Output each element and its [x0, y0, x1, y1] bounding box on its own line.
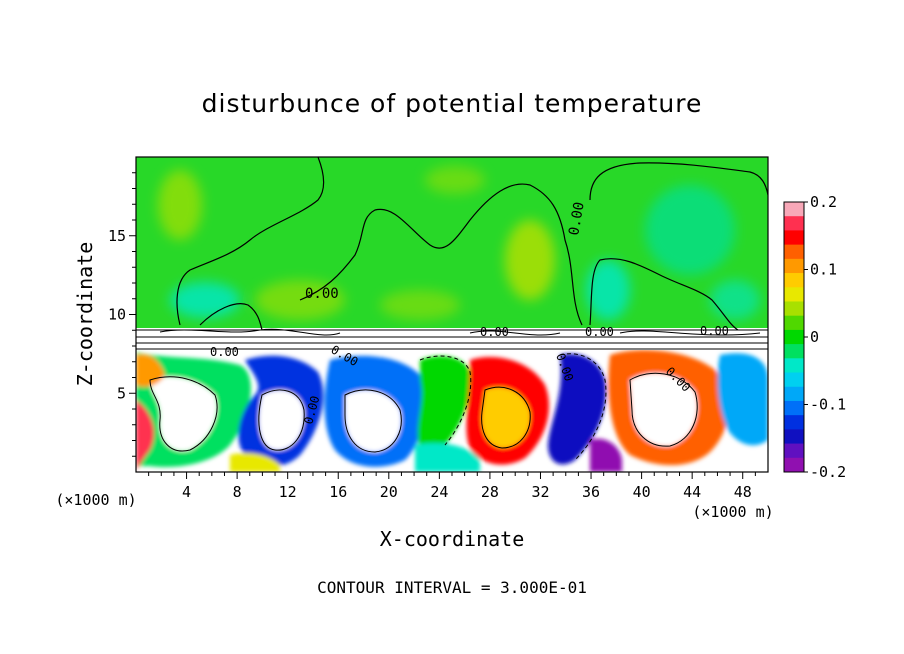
lower-anomalies — [136, 350, 768, 472]
colorbar — [784, 202, 804, 473]
colorbar-segment — [784, 273, 804, 288]
y-tick-label: 5 — [117, 384, 126, 402]
x-tick-label: 48 — [734, 483, 752, 501]
boundary-lines — [136, 328, 768, 350]
contour-label: 0.00 — [210, 345, 239, 359]
colorbar-segment — [784, 258, 804, 274]
y-tick-label: 10 — [108, 306, 126, 324]
colorbar-segment — [784, 400, 804, 416]
x-tick-label: 8 — [233, 483, 242, 501]
x-tick-label: 36 — [582, 483, 600, 501]
x-tick-label: 24 — [430, 483, 448, 501]
colorbar-tick-label: 0 — [810, 328, 819, 346]
contour-label: 0.00 — [480, 325, 509, 339]
colorbar-segment — [784, 415, 804, 430]
colorbar-segment — [784, 202, 804, 217]
colorbar-segment — [784, 457, 804, 473]
y-axis: 5 10 15 — [108, 172, 136, 457]
contour-label: 0.00 — [585, 325, 614, 339]
heatmap-field: 0.00 0.00 0.00 0.00 0.00 0.00 0.00 0.00 … — [136, 157, 768, 472]
colorbar-segment — [784, 244, 804, 260]
colorbar-tick-label: 0.1 — [810, 261, 837, 279]
x-tick-label: 12 — [279, 483, 297, 501]
lower-contours — [149, 353, 698, 461]
zero-contours — [176, 157, 768, 331]
x-tick-label: 16 — [329, 483, 347, 501]
x-tick-label: 20 — [380, 483, 398, 501]
y-axis-title: Z-coordinate — [73, 242, 97, 387]
colorbar-segment — [784, 287, 804, 302]
x-tick-label: 44 — [683, 483, 701, 501]
x-axis: 4 8 12 16 20 24 28 32 36 40 44 48 — [148, 472, 756, 501]
contour-interval-text: CONTOUR INTERVAL = 3.000E-01 — [317, 578, 587, 597]
colorbar-segment — [784, 301, 804, 317]
boundary-band — [136, 328, 768, 350]
colorbar-segment — [784, 230, 804, 246]
x-unit-label-right: (×1000 m) — [692, 503, 773, 521]
contour-label: 0.00 — [305, 286, 339, 302]
x-tick-label: 28 — [481, 483, 499, 501]
contour-label: 0.00 — [700, 324, 729, 338]
x-tick-label: 40 — [633, 483, 651, 501]
colorbar-segment — [784, 372, 804, 388]
colorbar-segment — [784, 386, 804, 402]
colorbar-ticks: 0.2 0.1 0 -0.1 -0.2 — [804, 193, 846, 481]
colorbar-segment — [784, 329, 804, 345]
colorbar-tick-label: 0.2 — [810, 193, 837, 211]
colorbar-segment — [784, 344, 804, 359]
colorbar-segment — [784, 429, 804, 445]
colorbar-tick-label: -0.1 — [810, 396, 846, 414]
x-tick-label: 4 — [182, 483, 191, 501]
contour-label: 0.00 — [566, 201, 588, 237]
colorbar-segment — [784, 358, 804, 374]
x-tick-label: 32 — [531, 483, 549, 501]
chart-title: disturbunce of potential temperature — [202, 89, 703, 118]
colorbar-segment — [784, 315, 804, 331]
upper-anomalies — [158, 166, 760, 320]
x-axis-title: X-coordinate — [380, 527, 525, 551]
colorbar-segment — [784, 443, 804, 459]
x-unit-label-left: (×1000 m) — [55, 491, 136, 509]
colorbar-segment — [784, 216, 804, 231]
y-tick-label: 15 — [108, 227, 126, 245]
colorbar-tick-label: -0.2 — [810, 463, 846, 481]
